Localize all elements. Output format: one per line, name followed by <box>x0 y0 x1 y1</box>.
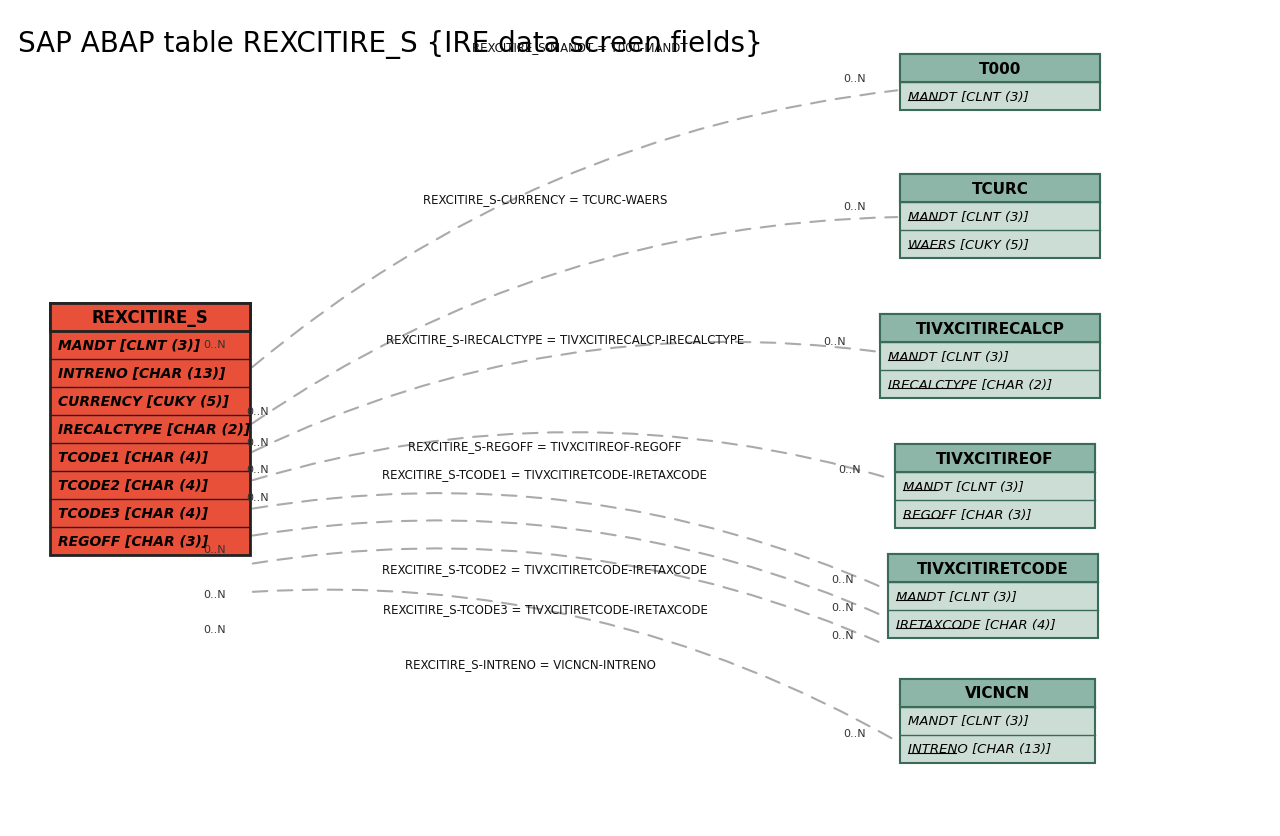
Text: 0..N: 0..N <box>844 74 867 84</box>
Text: 0..N: 0..N <box>844 201 867 212</box>
Text: TCURC: TCURC <box>972 181 1028 196</box>
Bar <box>50 303 250 555</box>
Text: 0..N: 0..N <box>824 337 846 347</box>
Text: 0..N: 0..N <box>204 544 227 554</box>
Text: 0..N: 0..N <box>832 574 854 584</box>
Bar <box>900 679 1094 707</box>
Text: CURRENCY [CUKY (5)]: CURRENCY [CUKY (5)] <box>58 395 229 409</box>
Bar <box>895 445 1094 528</box>
Text: MANDT [CLNT (3)]: MANDT [CLNT (3)] <box>896 589 1016 603</box>
Text: MANDT [CLNT (3)]: MANDT [CLNT (3)] <box>58 339 200 353</box>
Text: IRECALCTYPE [CHAR (2)]: IRECALCTYPE [CHAR (2)] <box>58 422 251 436</box>
Text: 0..N: 0..N <box>832 630 854 640</box>
Text: TCODE1 [CHAR (4)]: TCODE1 [CHAR (4)] <box>58 451 207 465</box>
Text: REXCITIRE_S-TCODE2 = TIVXCITIRETCODE-IRETAXCODE: REXCITIRE_S-TCODE2 = TIVXCITIRETCODE-IRE… <box>383 563 708 576</box>
Text: TIVXCITIREOF: TIVXCITIREOF <box>936 451 1053 466</box>
Text: TCODE2 [CHAR (4)]: TCODE2 [CHAR (4)] <box>58 478 207 492</box>
Bar <box>895 445 1094 472</box>
Text: T000: T000 <box>979 61 1021 76</box>
Text: MANDT [CLNT (3)]: MANDT [CLNT (3)] <box>908 715 1029 727</box>
Text: SAP ABAP table REXCITIRE_S {IRE data screen fields}: SAP ABAP table REXCITIRE_S {IRE data scr… <box>18 30 763 59</box>
Text: REXCITIRE_S-CURRENCY = TCURC-WAERS: REXCITIRE_S-CURRENCY = TCURC-WAERS <box>422 193 667 206</box>
Text: REXCITIRE_S-IRECALCTYPE = TIVXCITIRECALCP-IRECALCTYPE: REXCITIRE_S-IRECALCTYPE = TIVXCITIRECALC… <box>385 333 744 346</box>
Bar <box>900 175 1100 258</box>
Text: TCODE3 [CHAR (4)]: TCODE3 [CHAR (4)] <box>58 507 207 520</box>
Bar <box>900 55 1100 83</box>
Text: 0..N: 0..N <box>838 465 861 475</box>
Text: 0..N: 0..N <box>247 406 269 416</box>
Text: MANDT [CLNT (3)]: MANDT [CLNT (3)] <box>908 210 1029 223</box>
Text: 0..N: 0..N <box>204 339 227 349</box>
Text: REXCITIRE_S-TCODE1 = TIVXCITIRETCODE-IRETAXCODE: REXCITIRE_S-TCODE1 = TIVXCITIRETCODE-IRE… <box>383 468 708 481</box>
Text: MANDT [CLNT (3)]: MANDT [CLNT (3)] <box>902 480 1024 493</box>
Text: INTRENO [CHAR (13)]: INTRENO [CHAR (13)] <box>908 742 1051 756</box>
Text: TIVXCITIRETCODE: TIVXCITIRETCODE <box>918 561 1069 576</box>
Text: MANDT [CLNT (3)]: MANDT [CLNT (3)] <box>888 350 1009 363</box>
Text: REGOFF [CHAR (3)]: REGOFF [CHAR (3)] <box>58 534 209 548</box>
Text: 0..N: 0..N <box>247 492 269 502</box>
Text: REXCITIRE_S-REGOFF = TIVXCITIREOF-REGOFF: REXCITIRE_S-REGOFF = TIVXCITIREOF-REGOFF <box>408 440 682 453</box>
Text: 0..N: 0..N <box>832 602 854 612</box>
Text: REGOFF [CHAR (3)]: REGOFF [CHAR (3)] <box>902 508 1032 521</box>
Text: 0..N: 0..N <box>204 624 227 635</box>
Bar <box>881 314 1100 343</box>
Text: 0..N: 0..N <box>844 728 867 738</box>
Text: REXCITIRE_S-INTRENO = VICNCN-INTRENO: REXCITIRE_S-INTRENO = VICNCN-INTRENO <box>404 658 655 670</box>
Bar <box>900 175 1100 203</box>
Text: 0..N: 0..N <box>204 589 227 599</box>
Bar <box>888 554 1098 583</box>
Bar <box>881 314 1100 399</box>
Text: REXCITIRE_S-TCODE3 = TIVXCITIRETCODE-IRETAXCODE: REXCITIRE_S-TCODE3 = TIVXCITIRETCODE-IRE… <box>383 603 708 616</box>
Text: VICNCN: VICNCN <box>965 686 1030 701</box>
Text: MANDT [CLNT (3)]: MANDT [CLNT (3)] <box>908 90 1029 104</box>
Text: WAERS [CUKY (5)]: WAERS [CUKY (5)] <box>908 238 1029 251</box>
Text: REXCITIRE_S: REXCITIRE_S <box>92 308 209 327</box>
Bar <box>900 55 1100 111</box>
Bar <box>50 303 250 332</box>
Text: 0..N: 0..N <box>247 437 269 447</box>
Bar <box>888 554 1098 638</box>
Text: REXCITIRE_S-MANDT = T000-MANDT: REXCITIRE_S-MANDT = T000-MANDT <box>472 42 687 54</box>
Text: IRETAXCODE [CHAR (4)]: IRETAXCODE [CHAR (4)] <box>896 618 1056 630</box>
Text: TIVXCITIRECALCP: TIVXCITIRECALCP <box>915 321 1065 336</box>
Text: IRECALCTYPE [CHAR (2)]: IRECALCTYPE [CHAR (2)] <box>888 378 1052 391</box>
Bar <box>900 679 1094 763</box>
Text: 0..N: 0..N <box>247 465 269 475</box>
Text: INTRENO [CHAR (13)]: INTRENO [CHAR (13)] <box>58 366 225 380</box>
